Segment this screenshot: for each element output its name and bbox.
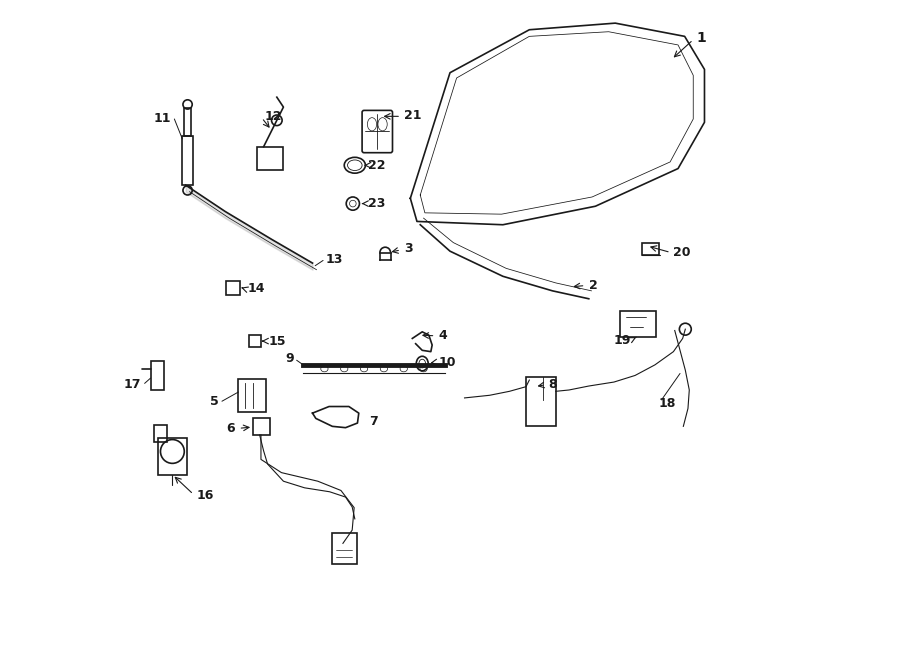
Bar xyxy=(150,361,164,390)
Ellipse shape xyxy=(381,366,388,371)
Text: 16: 16 xyxy=(196,489,213,502)
Ellipse shape xyxy=(360,366,368,371)
Text: 15: 15 xyxy=(269,334,286,348)
Text: 3: 3 xyxy=(404,242,412,255)
Text: 4: 4 xyxy=(439,329,447,342)
Text: 19: 19 xyxy=(613,334,631,347)
Bar xyxy=(184,108,191,136)
Text: 22: 22 xyxy=(368,159,385,172)
Bar xyxy=(183,136,193,185)
Ellipse shape xyxy=(340,366,348,371)
Text: 6: 6 xyxy=(227,422,235,435)
Bar xyxy=(158,438,187,475)
Bar xyxy=(154,425,167,442)
Bar xyxy=(253,418,269,435)
Ellipse shape xyxy=(320,366,328,371)
Bar xyxy=(620,311,656,337)
Text: 8: 8 xyxy=(548,378,556,391)
Text: 9: 9 xyxy=(285,352,294,366)
Bar xyxy=(332,533,357,564)
Bar xyxy=(642,243,659,255)
Text: 20: 20 xyxy=(673,246,691,259)
Text: 11: 11 xyxy=(154,112,171,126)
Text: 14: 14 xyxy=(248,282,266,295)
Text: 2: 2 xyxy=(589,279,598,292)
Text: 12: 12 xyxy=(265,110,283,123)
Text: 23: 23 xyxy=(368,197,385,210)
Ellipse shape xyxy=(400,366,408,371)
Bar xyxy=(238,379,266,412)
Bar xyxy=(526,377,556,426)
Text: 13: 13 xyxy=(325,253,342,266)
Text: 18: 18 xyxy=(658,397,676,410)
Bar xyxy=(257,147,284,170)
Ellipse shape xyxy=(420,366,427,371)
Text: 1: 1 xyxy=(697,30,706,45)
Text: 17: 17 xyxy=(123,378,140,391)
Text: 7: 7 xyxy=(369,415,377,428)
Text: 21: 21 xyxy=(404,108,421,122)
Text: 5: 5 xyxy=(210,395,219,408)
Text: 10: 10 xyxy=(439,356,456,369)
